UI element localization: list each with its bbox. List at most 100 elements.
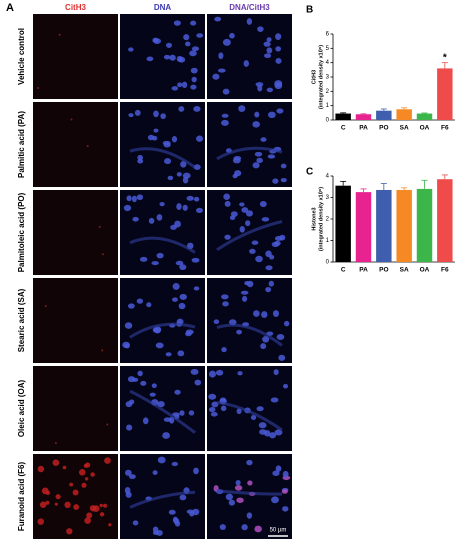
nucleus (137, 154, 144, 161)
nucleus (236, 497, 244, 503)
nucleus (193, 196, 200, 202)
nucleus (280, 163, 287, 169)
bar (355, 114, 372, 120)
cith3-signal (69, 482, 74, 487)
nucleus (194, 379, 202, 386)
nucleus (268, 280, 274, 287)
nucleus (273, 369, 279, 376)
nucleus (211, 401, 219, 408)
nucleus (176, 172, 182, 177)
cytoplasm-strand (129, 236, 196, 254)
nucleus (126, 195, 132, 202)
nucleus (155, 342, 164, 349)
nucleus (146, 302, 152, 308)
y-tick-label: 1 (326, 103, 330, 109)
nucleus (275, 465, 282, 472)
nucleus (190, 67, 198, 74)
row-label: Furanoid acid (F6) (17, 462, 26, 532)
nucleus (269, 432, 277, 439)
x-tick-label: PA (359, 267, 368, 274)
nucleus (151, 383, 157, 388)
cith3-signal (92, 505, 100, 513)
x-tick-label: PO (379, 267, 388, 274)
nucleus (124, 469, 132, 476)
nucleus (180, 161, 187, 168)
nucleus (222, 88, 230, 95)
nucleus (232, 157, 241, 164)
micrograph (33, 366, 118, 451)
row-label: Oleic acid (OA) (17, 379, 26, 437)
nucleus (266, 87, 274, 93)
y-tick-label: 2 (326, 89, 330, 95)
bar (335, 185, 351, 262)
nucleus (265, 286, 272, 293)
nucleus (165, 352, 172, 357)
micrograph (120, 278, 205, 363)
nucleus (182, 204, 188, 211)
cytoplasm-strand (129, 389, 196, 434)
nucleus (162, 432, 170, 439)
micrograph (33, 190, 118, 275)
nucleus (263, 41, 271, 47)
nucleus (260, 343, 267, 350)
nucleus (214, 16, 222, 22)
nucleus (173, 20, 181, 26)
nucleus (223, 193, 231, 200)
x-tick-label: F6 (441, 267, 449, 274)
nucleus (270, 397, 279, 403)
nucleus (254, 525, 262, 533)
nucleus (147, 134, 155, 141)
nucleus (275, 57, 282, 64)
nucleus (220, 405, 227, 412)
bar (396, 109, 412, 120)
cith3-signal (52, 459, 60, 467)
row-label: Vehicle control (17, 28, 26, 85)
nucleus (181, 81, 188, 89)
nucleus (235, 479, 241, 486)
nucleus (136, 298, 144, 304)
nucleus (136, 194, 144, 201)
x-tick-label: C (341, 125, 346, 132)
nucleus (210, 412, 218, 417)
y-tick-label: 3 (326, 75, 330, 81)
nucleus (259, 200, 267, 208)
cith3-signal (101, 253, 104, 256)
nucleus (213, 319, 220, 325)
nucleus (217, 68, 226, 73)
row-label: Palmitoleic acid (PO) (17, 192, 26, 272)
nucleus (254, 111, 260, 118)
nucleus (182, 176, 189, 184)
nucleus (170, 224, 177, 230)
y-axis-label: (integrated density x10⁶) (318, 45, 324, 109)
cith3-signal (86, 145, 89, 148)
nucleus (261, 217, 270, 222)
nucleus (131, 195, 137, 203)
y-tick-label: 4 (326, 60, 330, 66)
nucleus (127, 303, 135, 309)
micrograph (207, 278, 292, 363)
nucleus (125, 491, 132, 498)
cith3-signal (45, 500, 50, 505)
y-tick-label: 2 (326, 217, 330, 223)
nucleus (178, 302, 186, 310)
y-tick-label: 3 (326, 195, 330, 201)
micrograph (33, 278, 118, 363)
nucleus (159, 202, 165, 207)
column-header: CitH3 (65, 3, 86, 12)
nucleus (222, 38, 231, 46)
cith3-signal (54, 502, 58, 506)
nucleus (191, 257, 200, 263)
micrograph (207, 102, 292, 187)
bar (376, 110, 392, 120)
nucleus (281, 489, 288, 494)
row-label: Palmitic acid (PA) (17, 111, 26, 178)
x-tick-label: OA (420, 125, 430, 132)
nucleus (246, 18, 253, 25)
nucleus (179, 410, 185, 416)
nucleus (246, 512, 253, 519)
nucleus (132, 520, 139, 526)
nucleus (178, 56, 186, 63)
nucleus (236, 329, 242, 335)
y-tick-label: 6 (326, 32, 330, 38)
nucleus (174, 389, 181, 395)
